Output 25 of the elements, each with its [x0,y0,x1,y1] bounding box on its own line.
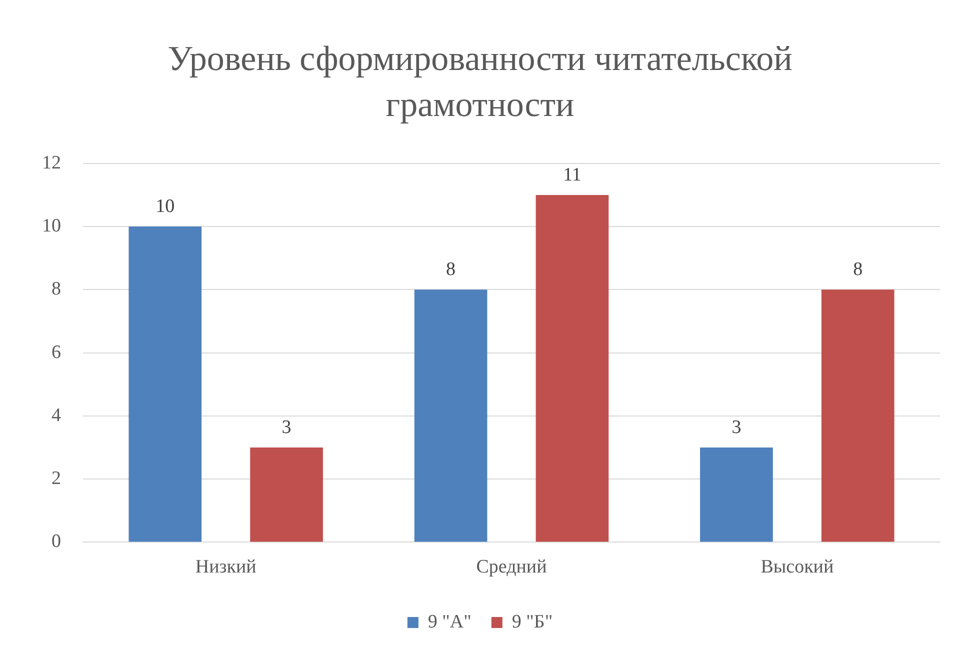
bar [250,448,323,542]
legend-label: 9 "Б" [512,611,553,632]
data-label: 10 [156,196,175,218]
data-label: 11 [563,164,582,186]
legend-label: 9 "А" [428,611,472,632]
data-label: 8 [853,259,863,280]
data-label: 3 [732,416,742,438]
x-tick-label: Высокий [760,556,834,578]
y-tick-label: 4 [52,404,62,426]
y-tick-label: 12 [42,152,61,174]
chart-title: Уровень сформированности читательской грамотности [166,38,794,126]
data-label: 3 [282,416,292,438]
y-tick-label: 8 [52,278,61,300]
bar [414,290,488,542]
x-tick-label: Низкий [195,556,256,578]
data-label: 8 [446,259,456,280]
bar [536,194,609,542]
y-tick-label: 6 [52,342,61,363]
y-tick-label: 2 [52,468,61,490]
bar [128,226,202,542]
y-tick-label: 0 [52,531,61,552]
bar [700,448,773,542]
y-tick-label: 10 [42,216,61,237]
bar [821,290,894,542]
x-tick-label: Средний [476,556,547,578]
